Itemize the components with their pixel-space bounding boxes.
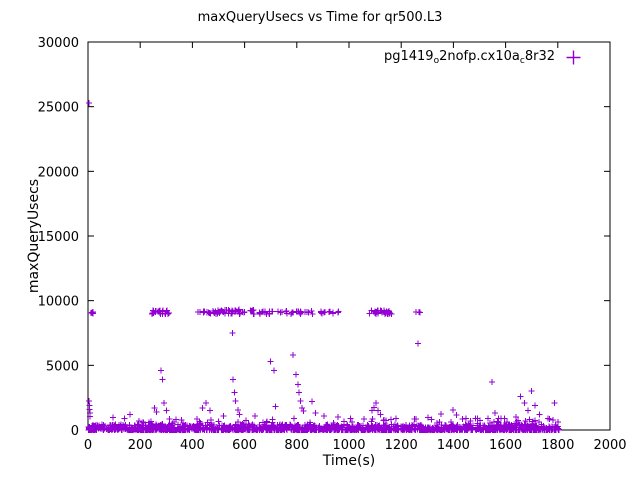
legend-label-part: pg1419 bbox=[383, 49, 434, 64]
x-tick-label: 1400 bbox=[437, 438, 470, 453]
y-tick-label: 5000 bbox=[46, 359, 79, 374]
x-tick-label: 0 bbox=[84, 438, 92, 453]
y-tick-label: 15000 bbox=[38, 230, 79, 245]
legend-label-part: 2nofp.cx10a bbox=[439, 49, 520, 64]
x-tick-label: 800 bbox=[284, 438, 309, 453]
x-tick-label: 200 bbox=[128, 438, 153, 453]
x-tick-label: 2000 bbox=[593, 438, 626, 453]
y-tick-label: 10000 bbox=[38, 295, 79, 310]
x-tick-label: 1000 bbox=[332, 438, 365, 453]
x-tick-label: 1200 bbox=[385, 438, 418, 453]
x-axis-label: Time(s) bbox=[322, 453, 376, 469]
legend: pg1419o2nofp.cx10ac8r32 bbox=[384, 49, 582, 66]
legend-label-part: o bbox=[433, 56, 440, 66]
legend-label-part: c bbox=[519, 56, 525, 66]
x-tick-label: 1800 bbox=[541, 438, 574, 453]
y-axis-label: maxQueryUsecs bbox=[26, 178, 42, 294]
chart-title: maxQueryUsecs vs Time for qr500.L3 bbox=[197, 10, 443, 25]
legend-label-part: 8r32 bbox=[524, 49, 555, 64]
y-tick-label: 20000 bbox=[38, 165, 79, 180]
y-tick-label: 25000 bbox=[38, 101, 79, 116]
x-tick-label: 400 bbox=[180, 438, 205, 453]
y-tick-label: 0 bbox=[71, 424, 79, 439]
y-tick-label: 30000 bbox=[38, 36, 79, 51]
x-tick-label: 600 bbox=[232, 438, 257, 453]
x-tick-label: 1600 bbox=[489, 438, 522, 453]
plot-border bbox=[87, 41, 611, 431]
scatter-points bbox=[85, 100, 562, 433]
legend-plus-marker bbox=[566, 50, 581, 65]
legend-series-label: pg1419o2nofp.cx10ac8r32 bbox=[384, 49, 555, 66]
